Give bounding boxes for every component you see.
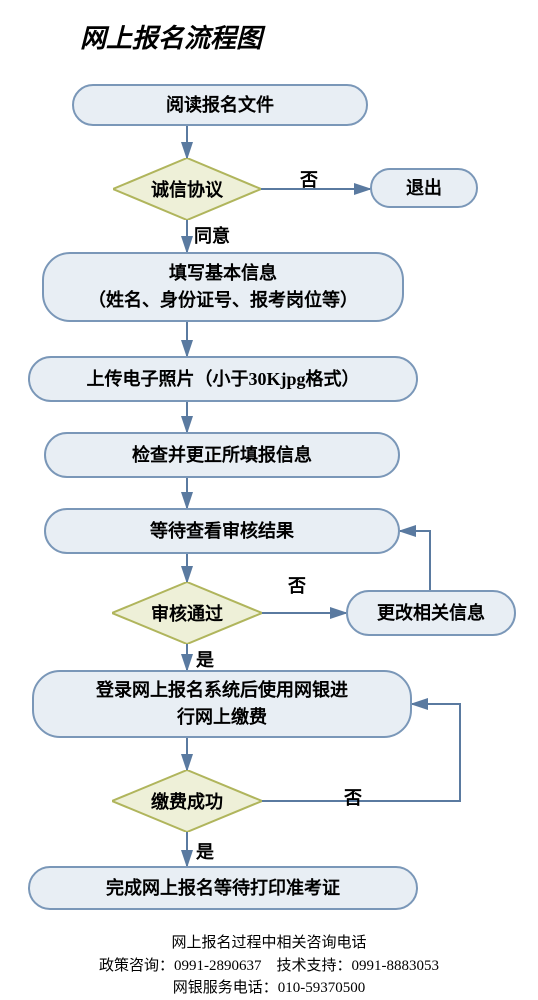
decision-label: 缴费成功 [112,770,262,832]
step-n2: 填写基本信息 （姓名、身份证号、报考岗位等） [42,252,404,322]
decision-label: 诚信协议 [113,158,261,220]
edge-label-l_no2: 否 [288,572,306,598]
step-n7: 完成网上报名等待打印准考证 [28,866,418,910]
decision-label: 审核通过 [112,582,262,644]
edge-label-l_agree: 同意 [194,222,230,248]
footer-line: 网银服务电话：010-59370500 [0,977,538,1000]
page-title: 网上报名流程图 [80,18,262,55]
edge-label-l_yes3: 是 [196,838,214,864]
step-n3: 上传电子照片（小于30Kjpg格式） [28,356,418,402]
flow-arrows [0,0,538,1000]
edge-label-l_no1: 否 [300,166,318,192]
decision-d3: 缴费成功 [112,770,262,832]
step-mod: 更改相关信息 [346,590,516,636]
step-exit: 退出 [370,168,478,208]
footer-contact: 网上报名过程中相关咨询电话政策咨询：0991-2890637 技术支持：0991… [0,932,538,1000]
step-n4: 检查并更正所填报信息 [44,432,400,478]
edge-label-l_no3: 否 [344,784,362,810]
edge-label-l_yes2: 是 [196,646,214,672]
step-n1: 阅读报名文件 [72,84,368,126]
step-n6: 登录网上报名系统后使用网银进 行网上缴费 [32,670,412,738]
decision-d2: 审核通过 [112,582,262,644]
footer-line: 网上报名过程中相关咨询电话 [0,932,538,955]
step-n5: 等待查看审核结果 [44,508,400,554]
footer-line: 政策咨询：0991-2890637 技术支持：0991-8883053 [0,955,538,978]
decision-d1: 诚信协议 [113,158,261,220]
